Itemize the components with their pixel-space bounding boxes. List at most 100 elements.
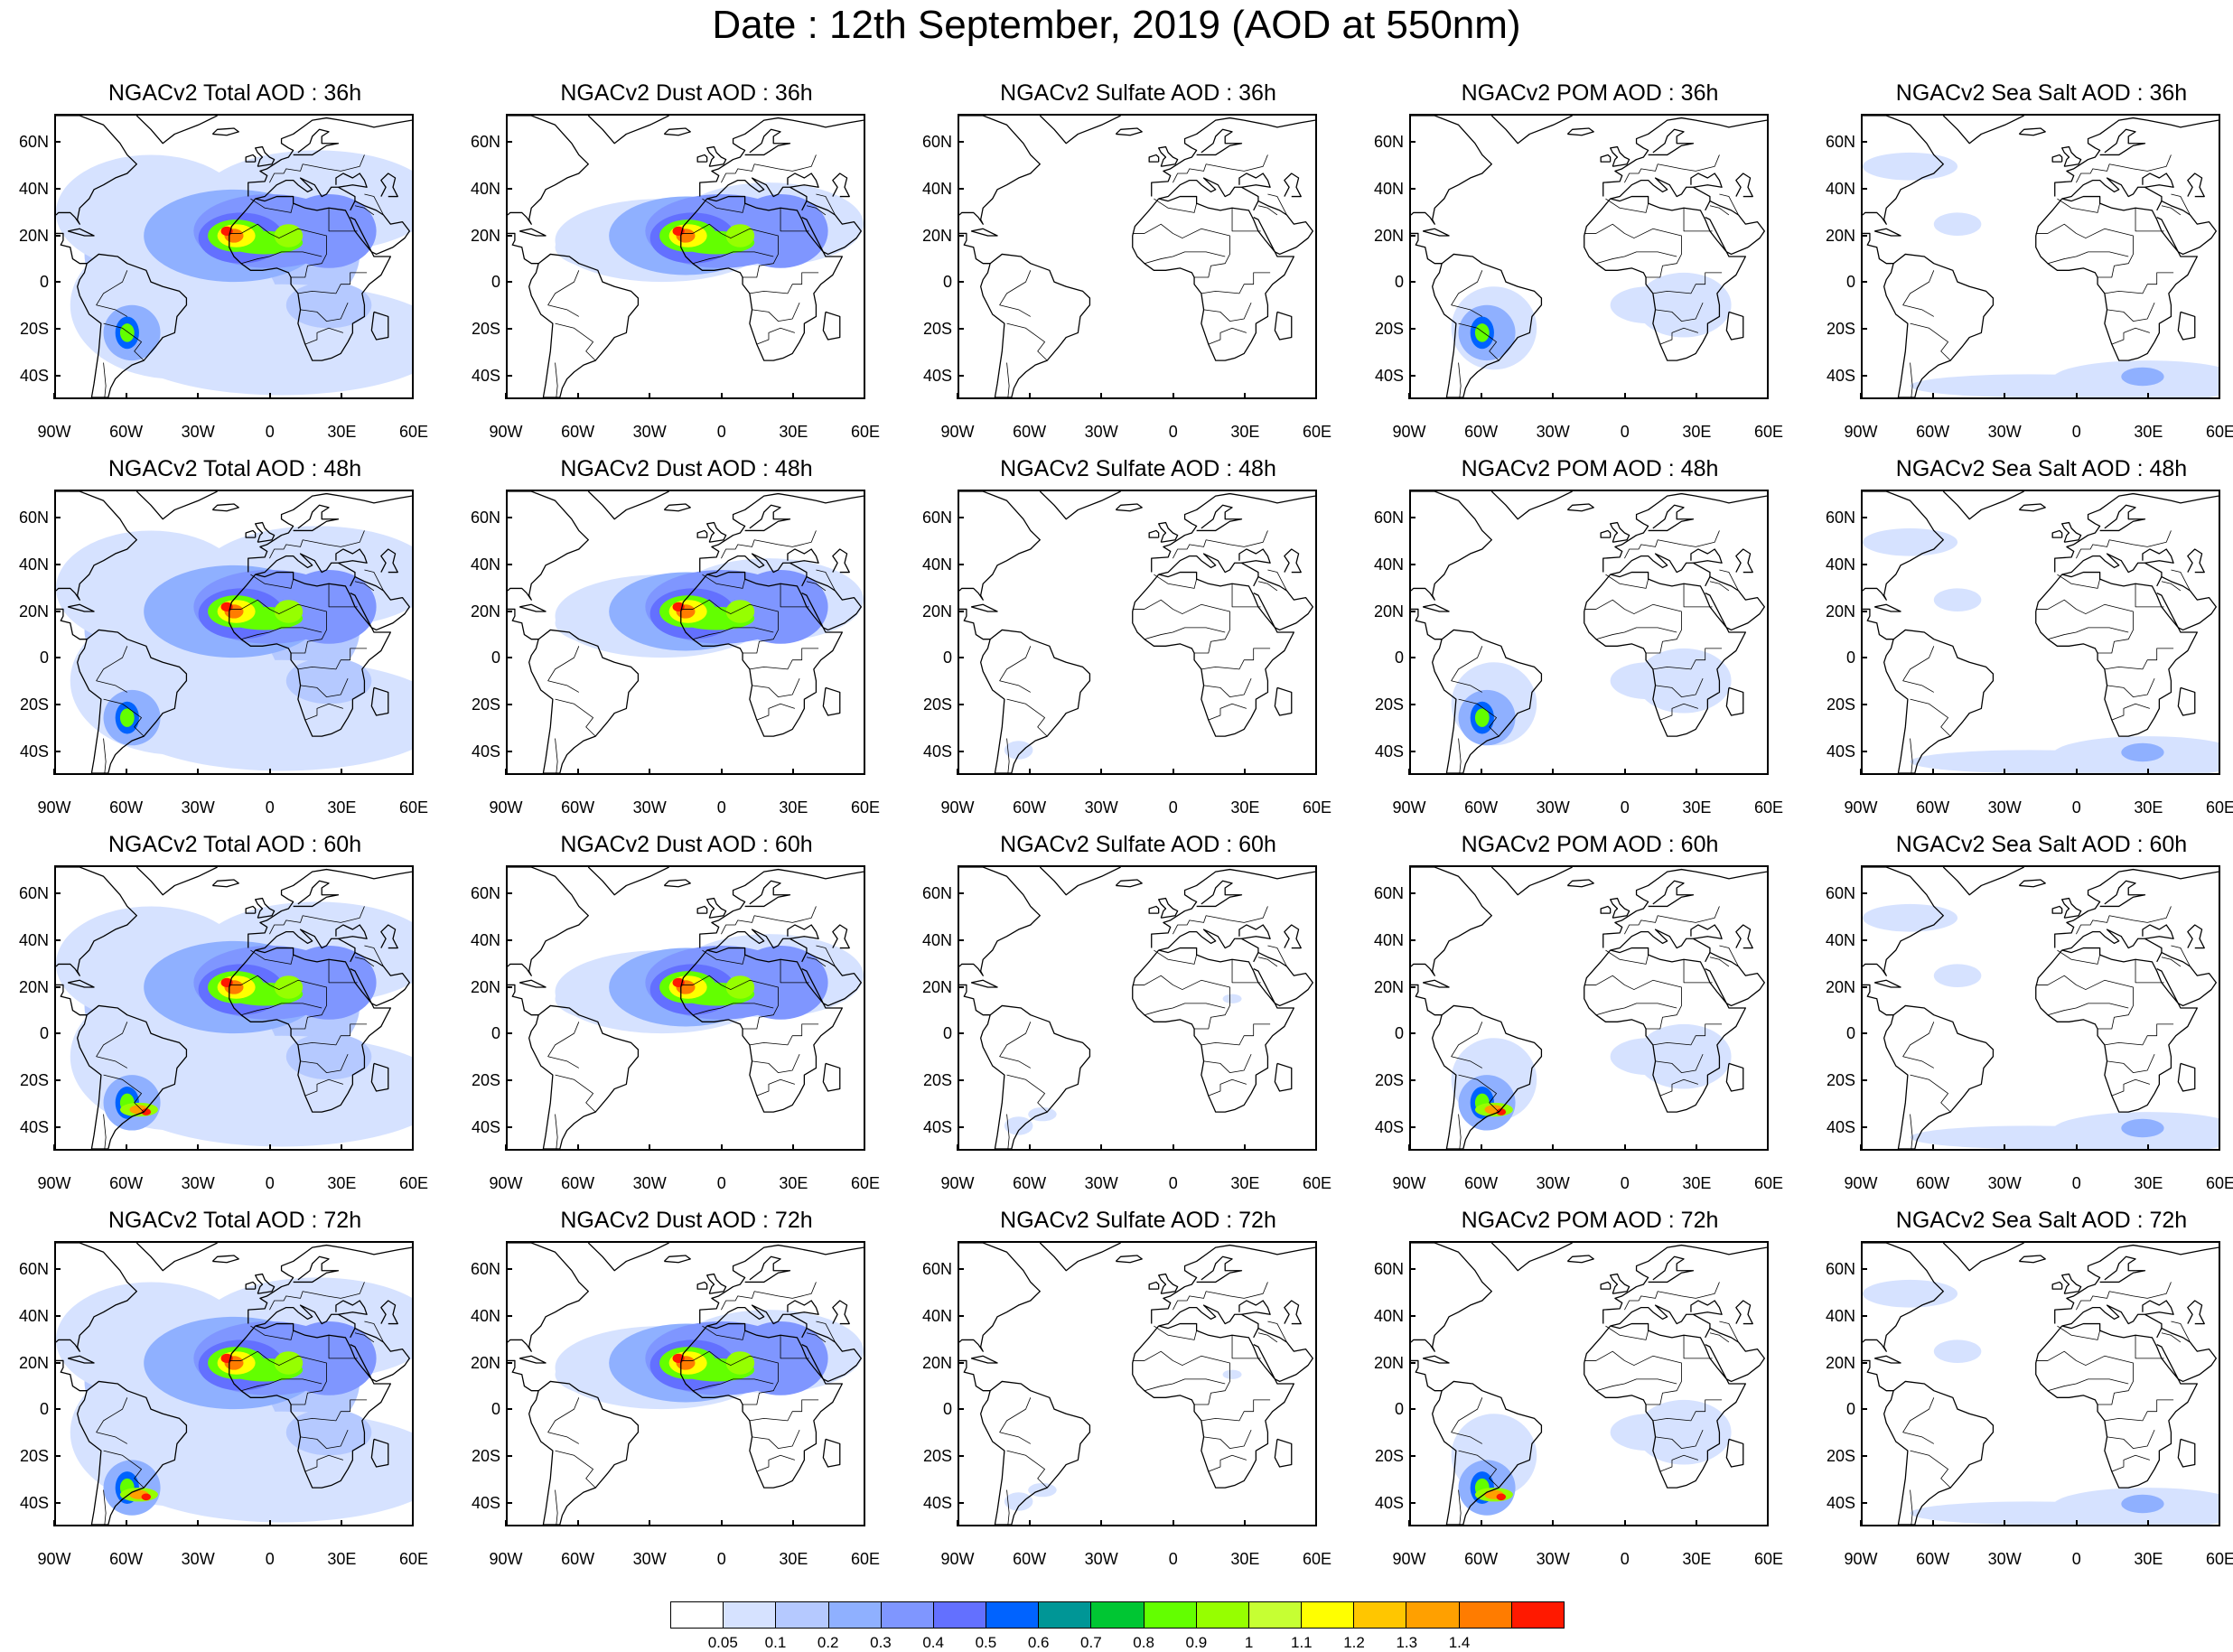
coastline [1690,924,1723,939]
lat-tick [1861,517,1867,519]
coastline [248,492,412,573]
lon-tick [1767,1520,1769,1526]
lon-tick [1244,1520,1247,1526]
coastline [508,984,539,1016]
coastline [1863,491,1944,601]
map-panel: NGACv2 Total AOD : 48h 60N 40N 20N 0 20S 40S 90… [0,455,452,835]
country-border [1006,698,1048,737]
lat-tick [506,1032,512,1035]
lon-tick [1931,1144,1934,1151]
country-border [555,1074,596,1113]
lon-tick-label: 60E [1753,1174,1784,1192]
aod-shading [1933,588,1982,611]
lon-tick-label: 30W [1084,798,1118,817]
panel-title: NGACv2 Dust AOD : 48h [560,456,813,481]
coastline [1253,951,1313,1007]
lat-tick-label: 20N [1373,602,1404,621]
coastline [56,1243,137,1352]
lon-tick [1100,1144,1103,1151]
lon-tick [1552,769,1555,775]
lat-tick-label: 40N [921,930,952,949]
colorbar-swatch [724,1602,777,1628]
map-panel: NGACv2 POM AOD : 60h 60N 40N 20N 0 20S 40S 90W 6… [1355,831,1807,1210]
lon-tick-label: 30W [1987,798,2022,817]
map-plot-area [54,490,414,775]
country-border [1584,1350,1682,1405]
coastline [1863,867,1944,976]
lat-tick [1861,563,1867,565]
coastline [2061,897,2082,919]
lon-tick [1172,393,1174,399]
lon-tick-label: 90W [37,798,71,817]
coastline [744,1255,791,1283]
lon-tick [957,769,958,775]
lat-tick [54,1268,61,1271]
lon-tick-label: 30W [1084,423,1118,441]
country-border [2104,648,2174,670]
lat-tick [1409,234,1415,237]
lon-tick-label: 30E [779,1174,808,1192]
lon-tick-label: 60W [1013,1174,1047,1192]
lon-tick [792,769,795,775]
coastline [2142,548,2174,564]
lat-tick-label: 20S [1826,320,1855,339]
country-border [1132,223,1230,278]
lat-tick-label: 40N [470,1306,500,1325]
country-border [692,1003,774,1016]
country-border [1132,1350,1230,1405]
lat-tick [1409,1079,1415,1082]
coastline [1600,1281,1612,1290]
lon-tick [53,769,55,775]
aod-shading [1863,527,1958,556]
coastline [255,145,276,167]
colorbar-swatch [1091,1602,1145,1628]
country-border [250,949,294,965]
coastline [67,1355,95,1364]
country-border [1006,362,1010,397]
lon-tick [505,1520,507,1526]
coastline [1158,1304,1259,1329]
country-border [1203,302,1252,322]
lat-tick [1861,751,1867,753]
lon-tick-label: 30W [632,423,667,441]
colorbar-swatch [1302,1602,1355,1628]
coastline [56,491,137,601]
country-border [780,1335,809,1359]
lat-tick [1861,375,1867,378]
lat-tick-label: 60N [470,884,500,903]
lat-tick [1409,892,1415,895]
country-border [1683,1335,1713,1359]
aod-shading [2121,1494,2164,1514]
country-border [547,270,580,317]
lon-tick [1408,1144,1410,1151]
coastline [1648,880,1695,908]
coastline [255,177,356,201]
country-border [1451,270,1483,317]
lat-tick-label: 40S [471,1118,500,1137]
colorbar-tick-label: 0.1 [764,1634,787,1651]
country-border [555,322,596,361]
map-plot-area [958,1241,1317,1526]
map-panel: NGACv2 Dust AOD : 60h 60N 40N 20N 0 20S 40S 90W… [452,831,903,1210]
coastline [2099,880,2146,908]
coastline [1432,1380,1543,1525]
lat-tick [1409,751,1415,753]
coastline [1883,253,1995,397]
lon-tick [197,1520,200,1526]
lon-tick-label: 0 [265,798,275,817]
coastline [1411,116,1492,225]
lat-tick [1409,1032,1415,1035]
lat-tick [506,1502,512,1505]
map-plot-area [1861,1241,2220,1526]
country-border [2135,1335,2164,1359]
coastline [787,1300,819,1315]
coastline [1115,503,1143,512]
coastline [1942,1243,2024,1272]
lon-tick [53,1144,55,1151]
country-border [2104,272,2174,294]
coastline [1151,492,1315,573]
coastline [1039,1243,1121,1272]
coastline [1115,1255,1143,1264]
lon-tick [1931,1520,1934,1526]
panel-title: NGACv2 Sea Salt AOD : 72h [1895,1208,2188,1233]
